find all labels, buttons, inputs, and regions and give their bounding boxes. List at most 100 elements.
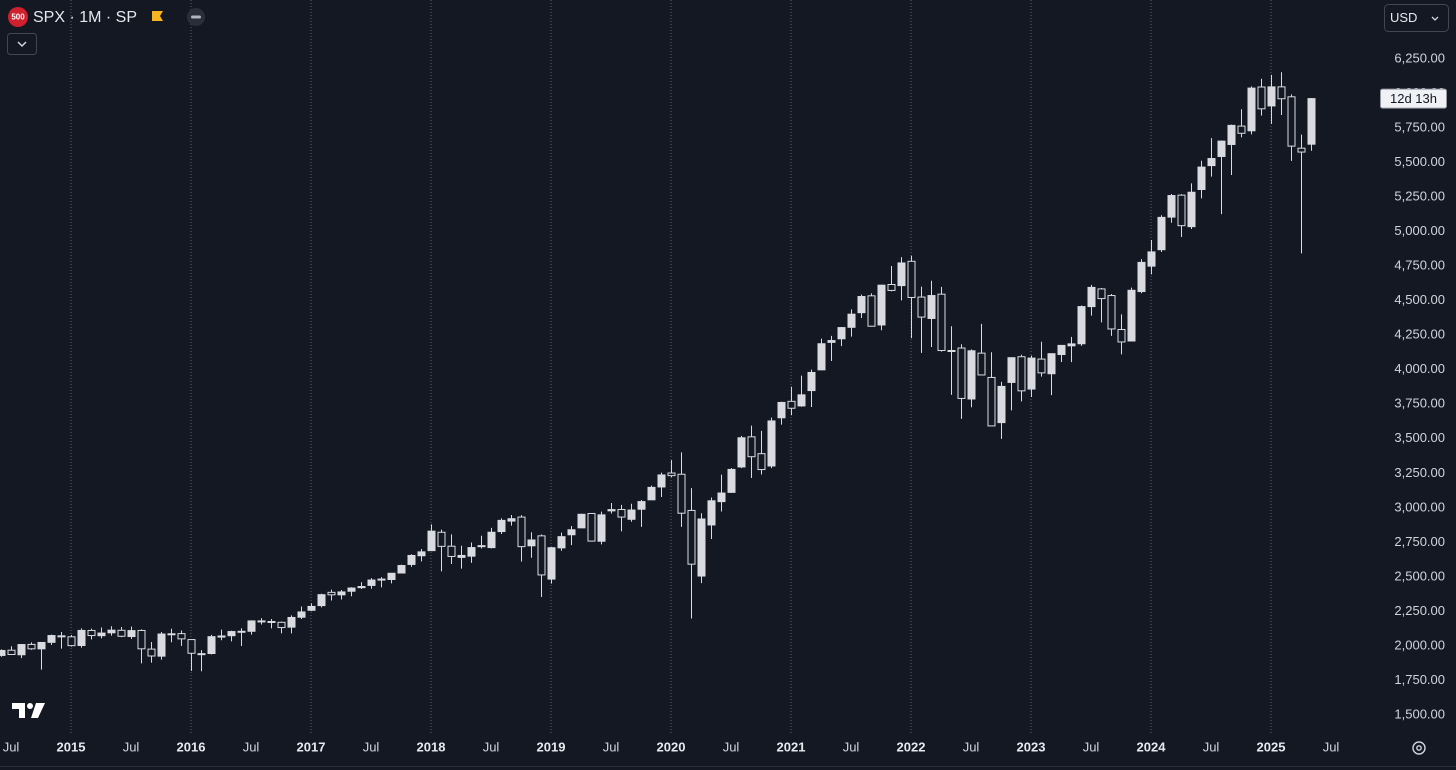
- y-tick-label: 6,250.00: [1394, 50, 1445, 65]
- candle-body: [677, 473, 686, 514]
- candle-body: [0, 649, 6, 656]
- candle-body: [437, 531, 446, 547]
- candle-body: [197, 653, 206, 656]
- candle-body: [17, 644, 26, 656]
- candle-body: [297, 611, 306, 618]
- candle-body: [317, 594, 326, 607]
- candle-body: [877, 284, 886, 326]
- x-tick-label: Jul: [603, 739, 620, 754]
- candle-body: [1077, 306, 1086, 345]
- candle-body: [57, 635, 66, 638]
- candle-body: [847, 313, 856, 328]
- y-tick-label: 1,500.00: [1394, 706, 1445, 721]
- candle-body: [1257, 86, 1266, 110]
- y-tick-label: 5,500.00: [1394, 154, 1445, 169]
- y-tick-label: 1,750.00: [1394, 672, 1445, 687]
- candle-body: [1207, 158, 1216, 167]
- candle-body: [1247, 87, 1256, 132]
- y-tick-label: 5,250.00: [1394, 189, 1445, 204]
- candle-body: [1277, 86, 1286, 100]
- candle-body: [1287, 96, 1296, 147]
- x-tick-label: 2023: [1017, 739, 1046, 754]
- y-tick-label: 3,750.00: [1394, 396, 1445, 411]
- x-tick-label: Jul: [243, 739, 260, 754]
- candle-body: [917, 296, 926, 318]
- x-tick-label: 2015: [57, 739, 86, 754]
- price-label: [1380, 88, 1447, 109]
- candle-body: [227, 631, 236, 637]
- x-tick-label: 2018: [417, 739, 446, 754]
- candle-body: [707, 500, 716, 526]
- candle-body: [137, 629, 146, 650]
- candle-body: [1017, 356, 1026, 392]
- y-tick-label: 4,250.00: [1394, 327, 1445, 342]
- x-tick-label: Jul: [3, 739, 20, 754]
- candle-body: [287, 616, 296, 628]
- candle-body: [907, 260, 916, 298]
- candle-body: [157, 633, 166, 657]
- chart-title[interactable]: SPX · 1M · SP: [33, 9, 137, 26]
- x-tick-label: Jul: [123, 739, 140, 754]
- candle-body: [247, 620, 256, 632]
- y-tick-label: 5,000.00: [1394, 223, 1445, 238]
- candle-body: [357, 586, 366, 589]
- candle-body: [377, 578, 386, 581]
- logo-part: [12, 703, 25, 718]
- candle-body: [1037, 358, 1046, 374]
- candle-body: [1097, 288, 1106, 300]
- candle-body: [427, 530, 436, 552]
- candle-body: [767, 420, 776, 467]
- x-tick-label: Jul: [1203, 739, 1220, 754]
- candle-body: [117, 629, 126, 637]
- badge-text: 500: [11, 13, 25, 22]
- x-tick-label: Jul: [1323, 739, 1340, 754]
- collapse-button[interactable]: [7, 33, 37, 55]
- logo-part: [27, 703, 33, 709]
- candle-body: [467, 547, 476, 557]
- candle-body: [267, 620, 276, 623]
- candle-body: [797, 394, 806, 407]
- candle-body: [1027, 357, 1036, 390]
- candle-body: [167, 633, 176, 636]
- candle-body: [747, 436, 756, 458]
- candles: [0, 72, 1316, 672]
- candle-body: [1067, 343, 1076, 347]
- logo[interactable]: [12, 703, 45, 718]
- flag-icon[interactable]: [152, 11, 163, 21]
- candle-body: [1157, 216, 1166, 251]
- candle-body: [27, 643, 36, 650]
- currency-select[interactable]: [1384, 4, 1449, 32]
- x-tick-label: 2021: [777, 739, 806, 754]
- candle-body: [1087, 286, 1096, 308]
- candle-body: [147, 648, 156, 657]
- candle-body: [337, 591, 346, 596]
- candle-body: [547, 547, 556, 580]
- candle-body: [837, 327, 846, 340]
- y-tick-label: 2,000.00: [1394, 637, 1445, 652]
- x-tick-label: Jul: [963, 739, 980, 754]
- candle-body: [927, 295, 936, 319]
- candle-body: [327, 591, 336, 596]
- candle-body: [857, 296, 866, 314]
- candle-body: [447, 545, 456, 557]
- candle-body: [1057, 344, 1066, 356]
- candle-body: [1137, 261, 1146, 293]
- chevron: [17, 41, 27, 48]
- candle-body: [207, 636, 216, 655]
- candle-body: [667, 472, 676, 477]
- candle-body: [1167, 195, 1176, 218]
- grid: [70, 0, 1272, 735]
- x-tick-label: 2024: [1137, 739, 1167, 754]
- symbol-badge[interactable]: [8, 7, 28, 27]
- candle-body: [947, 350, 956, 353]
- countdown-label: 12d 13h: [1390, 91, 1437, 106]
- x-tick-label: Jul: [1083, 739, 1100, 754]
- candle-body: [697, 518, 706, 577]
- x-tick-label: 2016: [177, 739, 206, 754]
- candle-body: [217, 635, 226, 638]
- settings-icon[interactable]: [1412, 741, 1426, 755]
- candle-body: [527, 539, 536, 547]
- candle-body: [997, 385, 1006, 424]
- candle-body: [537, 535, 546, 576]
